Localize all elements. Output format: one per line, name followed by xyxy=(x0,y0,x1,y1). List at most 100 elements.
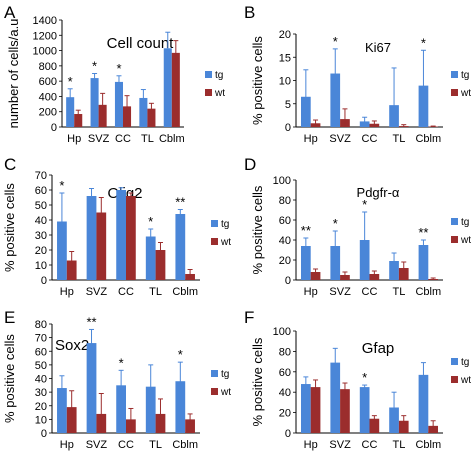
y-tick-label: 0 xyxy=(41,275,47,287)
bar-tg-svz xyxy=(86,196,97,280)
panel-letter: F xyxy=(244,308,254,327)
panel-letter: B xyxy=(244,3,255,22)
y-tick-label: 40 xyxy=(35,215,47,227)
y-tick-label: 80 xyxy=(279,346,291,358)
x-tick-label: SVZ xyxy=(329,439,351,451)
x-tick-label: CC xyxy=(362,133,378,145)
y-axis-title: % positive cells xyxy=(2,334,17,423)
y-tick-label: 1200 xyxy=(33,30,57,42)
y-tick-label: 60 xyxy=(279,367,291,379)
significance-marker: * xyxy=(178,347,183,362)
bar-wt-cc xyxy=(126,196,136,280)
x-tick-label: TL xyxy=(141,133,154,145)
bar-wt-hp xyxy=(74,114,83,127)
y-tick-label: 1000 xyxy=(33,46,57,58)
y-tick-label: 0 xyxy=(51,122,57,134)
bar-wt-tl xyxy=(147,108,156,127)
bar-wt-cblm xyxy=(171,52,180,127)
significance-marker: ** xyxy=(86,314,96,329)
bar-wt-tl xyxy=(398,420,409,433)
x-tick-label: TL xyxy=(392,133,405,145)
y-tick-label: 0 xyxy=(285,122,291,134)
x-tick-label: TL xyxy=(149,439,162,451)
legend-label-wt: wt xyxy=(460,375,471,386)
x-tick-label: Hp xyxy=(304,286,318,298)
legend-swatch-tg xyxy=(211,370,218,377)
y-tick-label: 20 xyxy=(279,408,291,420)
x-tick-label: TL xyxy=(392,439,405,451)
y-tick-label: 10 xyxy=(35,260,47,272)
y-tick-label: 60 xyxy=(279,215,291,227)
bar-tg-svz xyxy=(330,246,341,280)
bar-tg-svz xyxy=(330,73,341,127)
x-tick-label: CC xyxy=(118,439,134,451)
y-tick-label: 1400 xyxy=(33,15,57,27)
panel-letter: E xyxy=(4,308,15,327)
bar-wt-tl xyxy=(155,250,166,280)
y-tick-label: 80 xyxy=(279,195,291,207)
legend-swatch-wt xyxy=(211,388,218,395)
y-tick-label: 5 xyxy=(285,99,291,111)
y-tick-label: 20 xyxy=(279,29,291,41)
bar-tg-svz xyxy=(330,362,341,433)
x-tick-label: Cblm xyxy=(159,133,185,145)
significance-marker: * xyxy=(92,59,97,74)
legend-label-tg: tg xyxy=(215,70,223,81)
y-tick-label: 0 xyxy=(41,428,47,440)
legend-label-tg: tg xyxy=(221,219,229,230)
legend-swatch-tg xyxy=(451,71,458,78)
y-tick-label: 15 xyxy=(279,52,291,64)
legend-label-tg: tg xyxy=(461,70,469,81)
panel-letter: D xyxy=(244,155,256,174)
x-tick-label: CC xyxy=(118,286,134,298)
significance-marker: * xyxy=(116,61,121,76)
legend-swatch-wt xyxy=(451,89,458,96)
bar-tg-cc xyxy=(116,190,126,280)
y-axis-title: % positive cells xyxy=(2,183,17,272)
bar-tg-hp xyxy=(66,97,75,127)
x-tick-label: CC xyxy=(115,133,131,145)
bar-tg-svz xyxy=(90,78,99,127)
chart-title: Pdgfr-α xyxy=(357,185,400,200)
bar-tg-svz xyxy=(86,343,97,433)
y-tick-label: 200 xyxy=(39,107,57,119)
y-tick-label: 70 xyxy=(35,333,47,345)
y-tick-label: 40 xyxy=(279,387,291,399)
panel-a: A 0 200 400 600 800 1000 1200 1400 number of cell… xyxy=(4,3,225,145)
y-tick-label: 10 xyxy=(35,414,47,426)
bar-tg-tl xyxy=(389,261,399,280)
x-tick-label: Cblm xyxy=(415,439,441,451)
bar-tg-cblm xyxy=(418,374,429,433)
x-tick-label: SVZ xyxy=(86,439,108,451)
x-tick-label: SVZ xyxy=(88,133,110,145)
legend-label-wt: wt xyxy=(220,387,231,398)
significance-marker: ** xyxy=(301,223,311,238)
x-tick-label: Cblm xyxy=(172,439,198,451)
bar-tg-tl xyxy=(139,97,148,127)
bar-tg-hp xyxy=(57,388,67,433)
y-tick-label: 100 xyxy=(273,326,291,338)
x-tick-label: Cblm xyxy=(172,286,198,298)
legend-swatch-wt xyxy=(451,236,458,243)
x-tick-label: Hp xyxy=(304,439,318,451)
legend-swatch-wt xyxy=(211,238,218,245)
bar-wt-svz xyxy=(96,212,107,280)
y-tick-label: 0 xyxy=(285,428,291,440)
significance-marker: * xyxy=(333,216,338,231)
y-tick-label: 20 xyxy=(35,401,47,413)
legend-label-wt: wt xyxy=(214,88,225,99)
significance-marker: * xyxy=(362,370,367,385)
y-axis-title: % positive cells xyxy=(250,36,265,125)
chart-title: Cell count xyxy=(107,35,175,52)
x-tick-label: Cblm xyxy=(415,133,441,145)
bar-tg-cblm xyxy=(163,48,172,127)
legend-label-wt: wt xyxy=(460,88,471,99)
x-tick-label: CC xyxy=(362,439,378,451)
panel-f: F 0 20 40 60 80 100 % positive cells Gfap Hp SVZ CC… xyxy=(244,308,471,451)
y-axis-title: number of cells/a.u xyxy=(6,19,21,129)
bar-tg-hp xyxy=(57,221,67,280)
y-tick-label: 70 xyxy=(35,170,47,182)
y-tick-label: 100 xyxy=(273,175,291,187)
legend-label-tg: tg xyxy=(221,369,229,380)
